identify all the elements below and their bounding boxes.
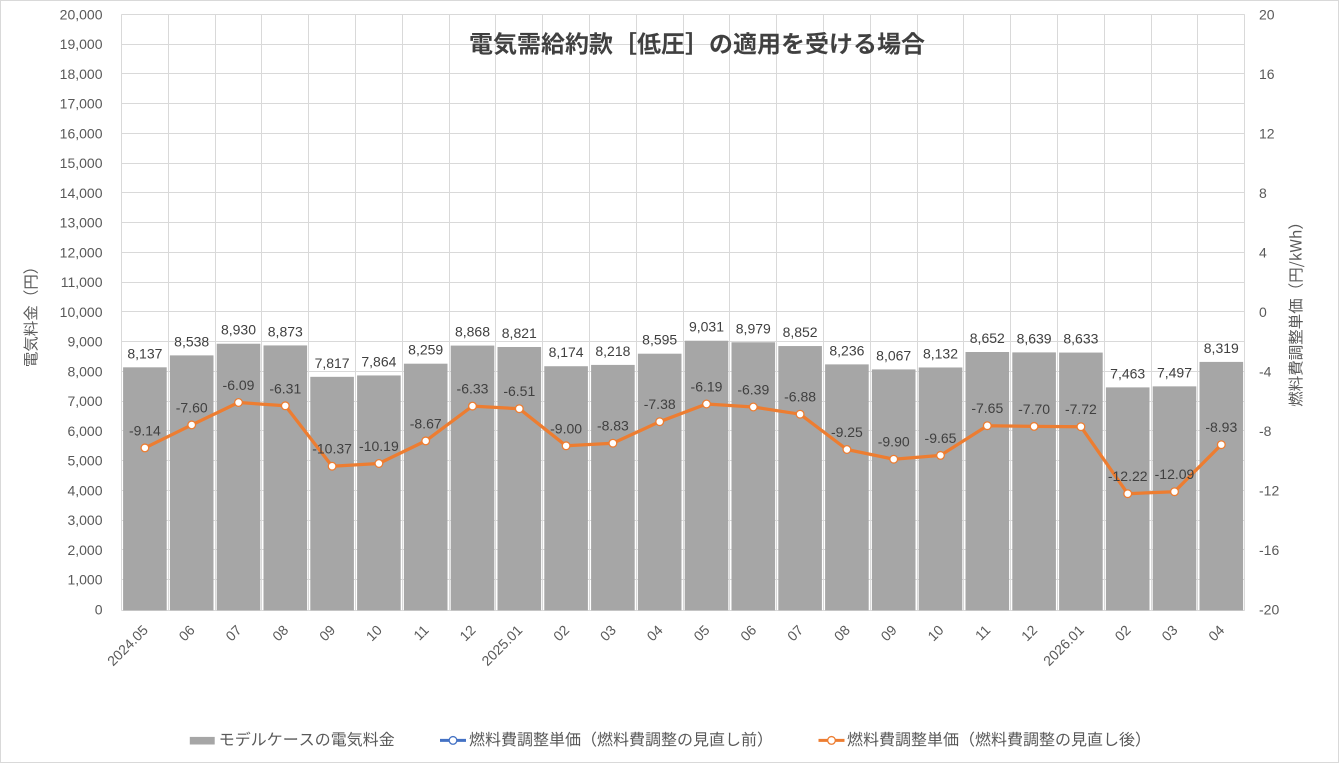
svg-text:8,236: 8,236 — [829, 342, 864, 358]
svg-text:-20: -20 — [1259, 601, 1279, 617]
svg-text:1,000: 1,000 — [67, 572, 102, 588]
svg-text:12,000: 12,000 — [60, 244, 103, 260]
svg-text:-6.51: -6.51 — [503, 383, 535, 399]
svg-text:8,000: 8,000 — [67, 363, 102, 379]
svg-text:-9.14: -9.14 — [129, 422, 161, 438]
svg-text:-6.39: -6.39 — [737, 382, 769, 398]
svg-text:-9.90: -9.90 — [878, 434, 910, 450]
svg-text:2,000: 2,000 — [67, 542, 102, 558]
svg-text:8,137: 8,137 — [127, 345, 162, 361]
svg-text:20: 20 — [1259, 6, 1275, 22]
svg-text:14,000: 14,000 — [60, 185, 103, 201]
svg-text:-4: -4 — [1259, 363, 1272, 379]
svg-text:15,000: 15,000 — [60, 155, 103, 171]
svg-text:9,000: 9,000 — [67, 334, 102, 350]
svg-text:-8.93: -8.93 — [1205, 419, 1237, 435]
svg-text:-7.38: -7.38 — [644, 396, 676, 412]
svg-text:8,930: 8,930 — [221, 322, 256, 338]
svg-text:8,218: 8,218 — [595, 343, 630, 359]
svg-text:8,873: 8,873 — [268, 323, 303, 339]
svg-text:-7.65: -7.65 — [971, 400, 1003, 416]
svg-text:-12.22: -12.22 — [1108, 468, 1148, 484]
svg-text:16,000: 16,000 — [60, 125, 103, 141]
svg-text:8,868: 8,868 — [455, 324, 490, 340]
svg-text:-6.88: -6.88 — [784, 389, 816, 405]
svg-text:11,000: 11,000 — [61, 274, 103, 290]
svg-text:-10.19: -10.19 — [359, 438, 399, 454]
svg-text:-9.65: -9.65 — [925, 430, 957, 446]
svg-text:0: 0 — [1259, 304, 1267, 320]
svg-text:8,259: 8,259 — [408, 342, 443, 358]
svg-text:8,132: 8,132 — [923, 346, 958, 362]
svg-text:-8.83: -8.83 — [597, 418, 629, 434]
svg-text:8,821: 8,821 — [502, 325, 537, 341]
svg-text:-6.19: -6.19 — [691, 379, 723, 395]
svg-text:13,000: 13,000 — [60, 215, 103, 231]
svg-text:-8: -8 — [1259, 423, 1272, 439]
svg-text:10,000: 10,000 — [60, 304, 103, 320]
svg-text:-12.09: -12.09 — [1155, 466, 1195, 482]
svg-text:18,000: 18,000 — [60, 66, 103, 82]
svg-text:4: 4 — [1259, 244, 1267, 260]
svg-text:-6.09: -6.09 — [223, 377, 255, 393]
svg-text:8,979: 8,979 — [736, 320, 771, 336]
svg-text:19,000: 19,000 — [60, 36, 103, 52]
svg-text:7,000: 7,000 — [67, 393, 102, 409]
svg-text:20,000: 20,000 — [60, 6, 103, 22]
svg-text:-6.31: -6.31 — [269, 380, 301, 396]
svg-text:8,174: 8,174 — [549, 344, 584, 360]
svg-text:6,000: 6,000 — [67, 423, 102, 439]
svg-text:8: 8 — [1259, 185, 1267, 201]
svg-text:4,000: 4,000 — [67, 482, 102, 498]
svg-text:7,497: 7,497 — [1157, 364, 1192, 380]
svg-text:17,000: 17,000 — [60, 96, 103, 112]
svg-text:7,817: 7,817 — [315, 355, 350, 371]
svg-text:16: 16 — [1259, 66, 1275, 82]
svg-text:8,639: 8,639 — [1017, 330, 1052, 346]
svg-text:8,067: 8,067 — [876, 347, 911, 363]
svg-text:3,000: 3,000 — [67, 512, 102, 528]
svg-text:5,000: 5,000 — [67, 453, 102, 469]
svg-text:7,864: 7,864 — [361, 353, 396, 369]
svg-text:-7.70: -7.70 — [1018, 401, 1050, 417]
svg-text:8,852: 8,852 — [783, 324, 818, 340]
svg-text:8,652: 8,652 — [970, 330, 1005, 346]
svg-text:8,633: 8,633 — [1063, 331, 1098, 347]
svg-text:-8.67: -8.67 — [410, 415, 442, 431]
svg-text:8,595: 8,595 — [642, 332, 677, 348]
svg-text:8,319: 8,319 — [1204, 340, 1239, 356]
svg-text:0: 0 — [95, 601, 103, 617]
svg-text:-9.00: -9.00 — [550, 420, 582, 436]
svg-text:-12: -12 — [1259, 482, 1279, 498]
svg-text:-6.33: -6.33 — [457, 381, 489, 397]
svg-text:8,538: 8,538 — [174, 333, 209, 349]
svg-text:12: 12 — [1259, 125, 1275, 141]
svg-text:-7.60: -7.60 — [176, 399, 208, 415]
svg-text:9,031: 9,031 — [689, 319, 724, 335]
svg-text:-16: -16 — [1259, 542, 1279, 558]
svg-text:-9.25: -9.25 — [831, 424, 863, 440]
svg-text:7,463: 7,463 — [1110, 365, 1145, 381]
svg-text:-7.72: -7.72 — [1065, 401, 1097, 417]
svg-text:-10.37: -10.37 — [312, 441, 352, 457]
